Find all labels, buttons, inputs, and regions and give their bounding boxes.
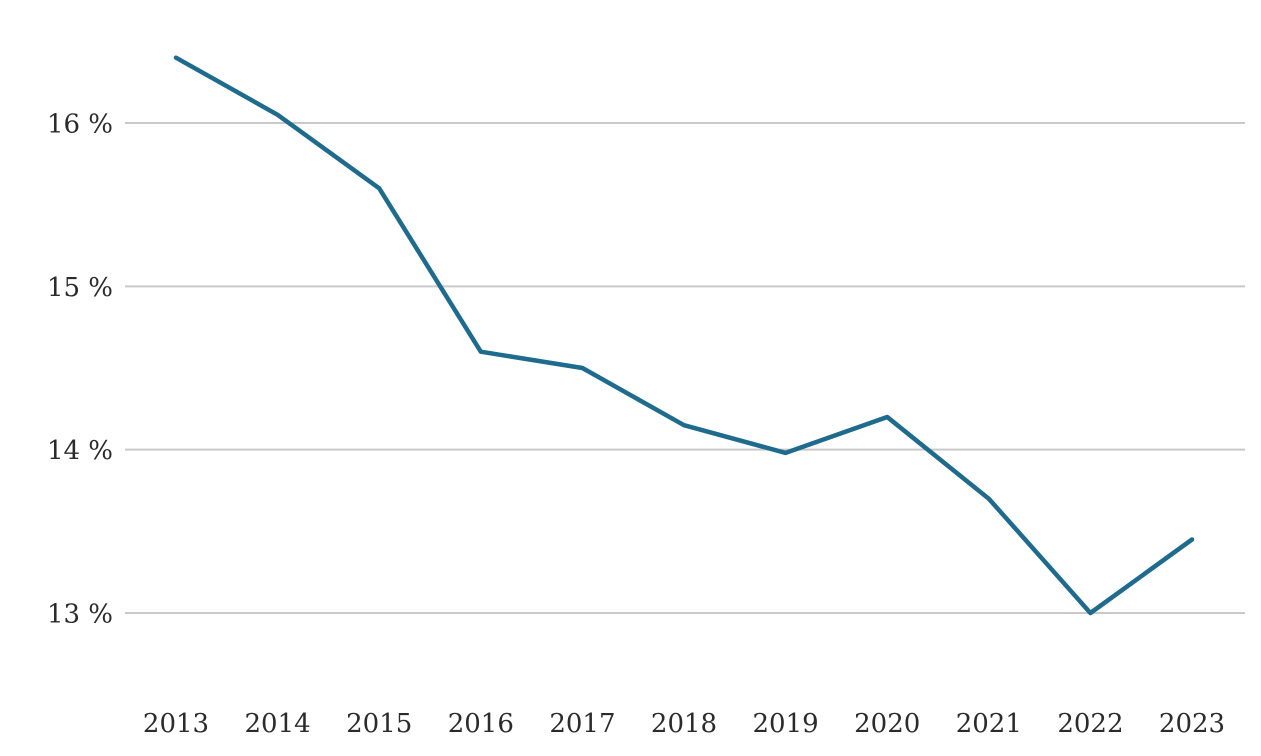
x-axis-tick-label: 2015 bbox=[346, 709, 412, 739]
y-axis-tick-label: 14 % bbox=[47, 436, 113, 466]
gridlines bbox=[125, 122, 1245, 614]
y-axis-tick-label: 13 % bbox=[47, 599, 113, 629]
y-axis-tick-label: 16 % bbox=[47, 110, 113, 140]
x-axis-tick-labels: 2013 2014 2015 2016 2017 2018 2019 2020 2021 2022… bbox=[143, 709, 1225, 739]
x-axis-tick-label: 2016 bbox=[448, 709, 514, 739]
x-axis-tick-label: 2020 bbox=[854, 709, 920, 739]
trend-line bbox=[173, 55, 1195, 616]
x-axis-tick-label: 2014 bbox=[245, 709, 311, 739]
x-axis-tick-label: 2019 bbox=[753, 709, 819, 739]
x-axis-tick-label: 2018 bbox=[651, 709, 717, 739]
data-series bbox=[173, 55, 1195, 616]
x-axis-tick-label: 2013 bbox=[143, 709, 209, 739]
x-axis-tick-label: 2022 bbox=[1057, 709, 1123, 739]
x-axis-tick-label: 2021 bbox=[956, 709, 1022, 739]
y-axis-tick-labels: 16 % 15 % 14 % 13 % bbox=[47, 110, 113, 630]
x-axis-tick-label: 2017 bbox=[549, 709, 615, 739]
x-axis-tick-label: 2023 bbox=[1159, 709, 1225, 739]
y-axis-tick-label: 15 % bbox=[47, 273, 113, 303]
